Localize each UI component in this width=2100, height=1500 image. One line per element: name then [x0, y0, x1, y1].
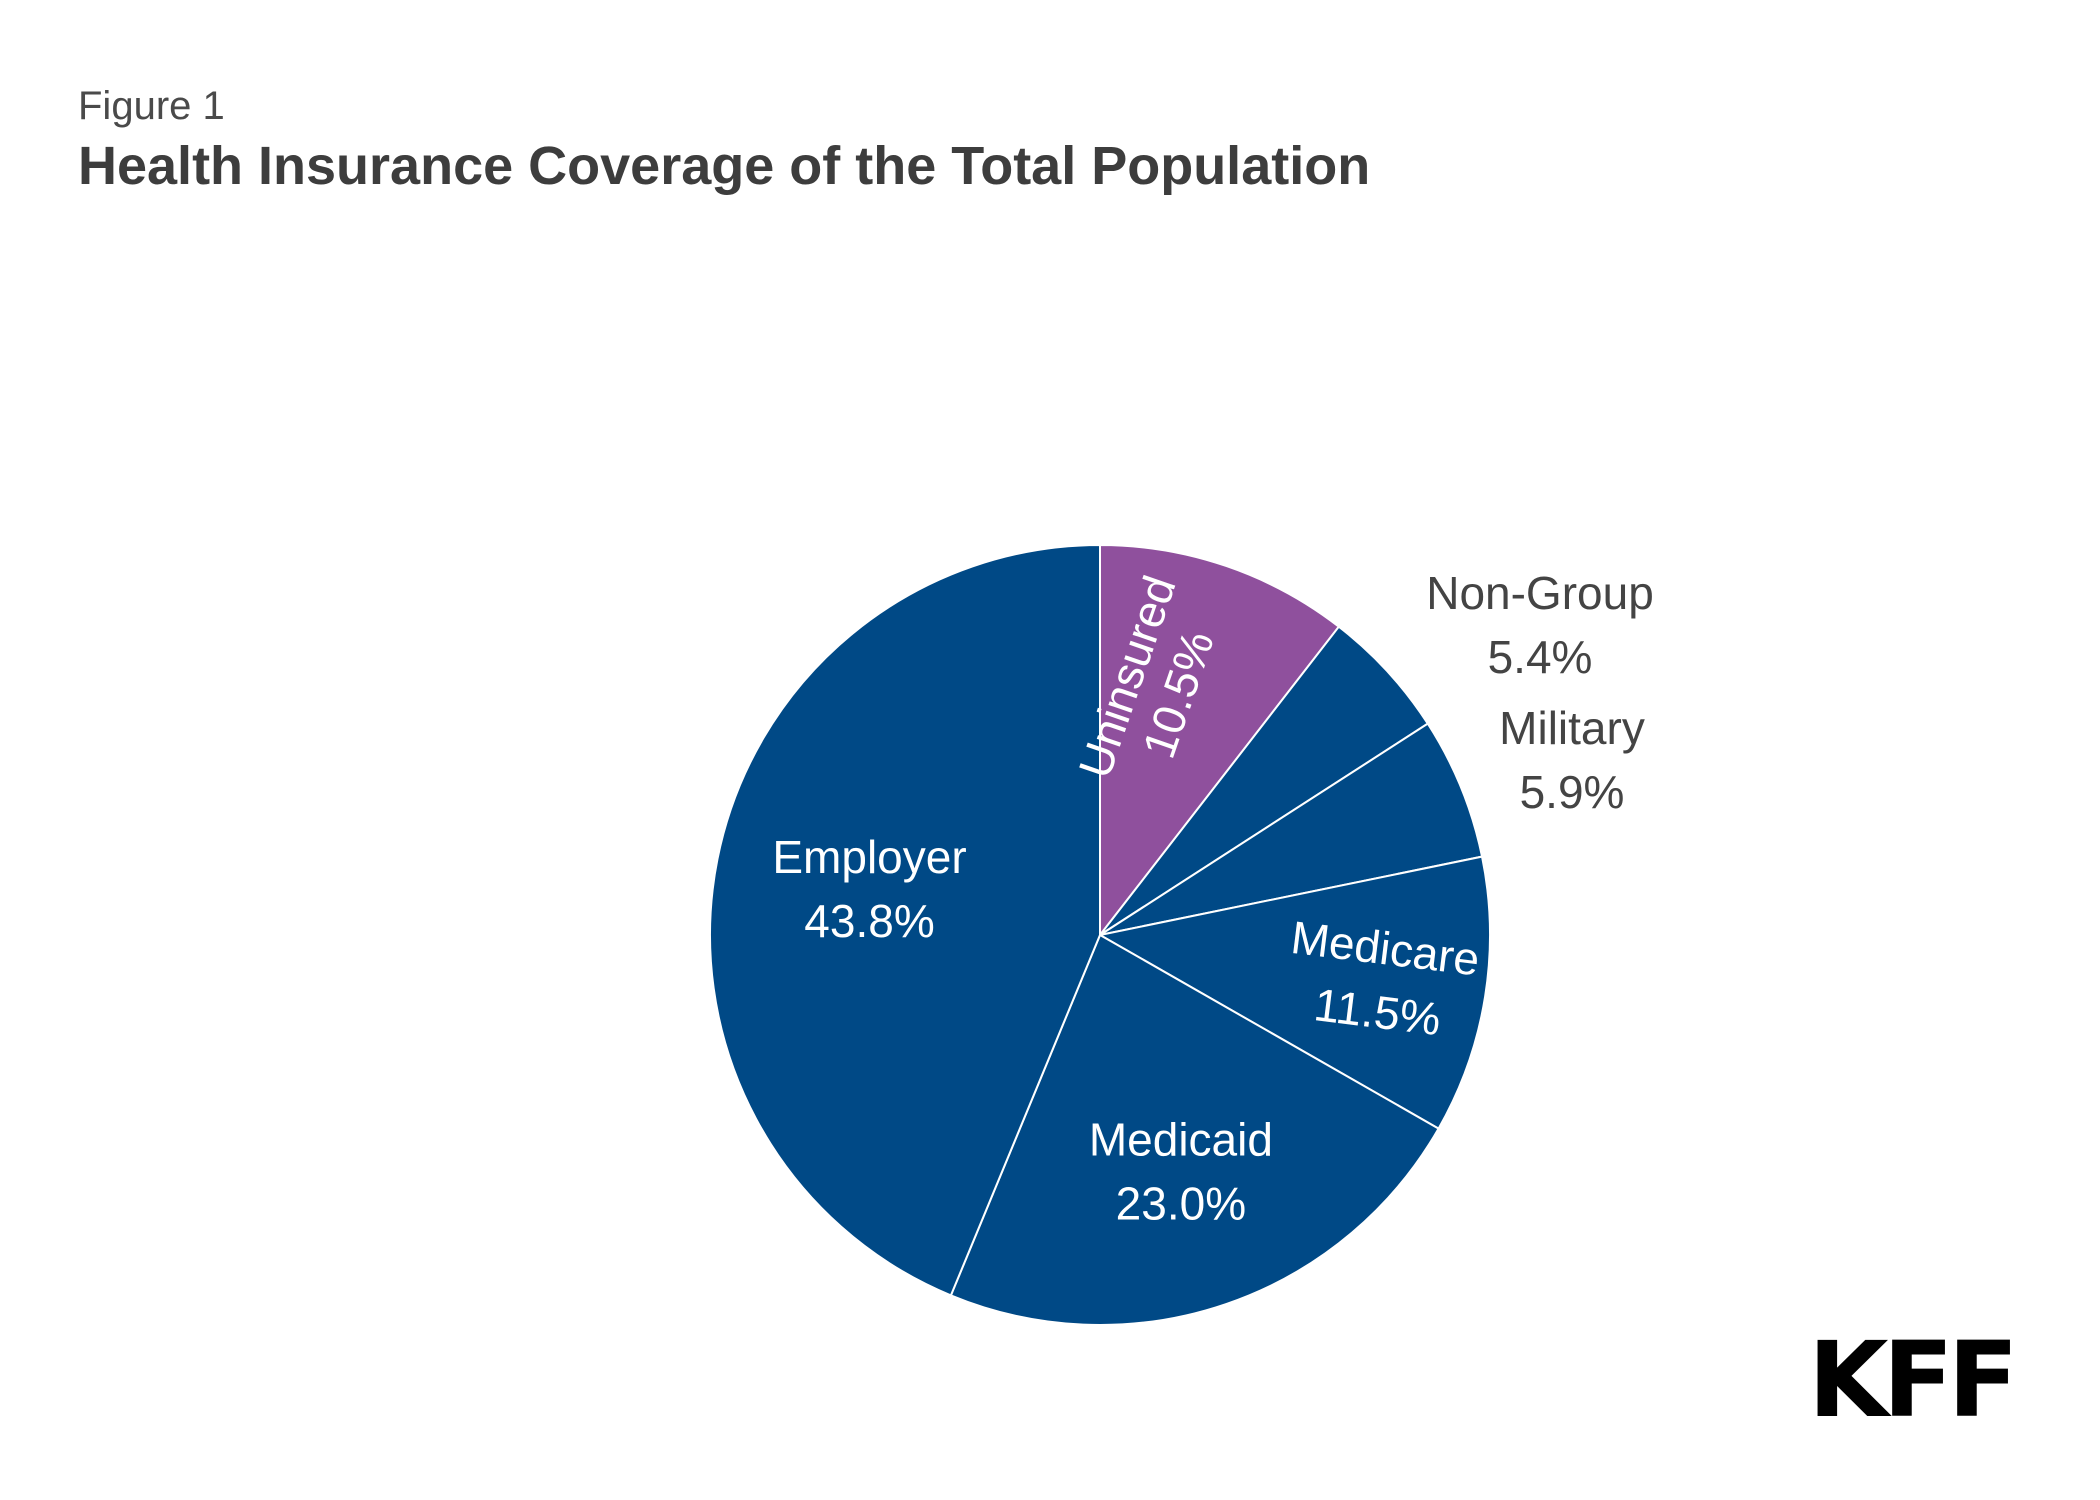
pie-slice-uninsured [1099, 543, 1341, 938]
slice-label-non-group: Non-Group 5.4% [1426, 567, 1654, 683]
slice-value-non-group: 5.4% [1488, 631, 1593, 683]
pie-slice-non-group [1099, 625, 1430, 936]
pie-slice-military [1099, 722, 1484, 936]
slice-name-non-group: Non-Group [1426, 567, 1654, 619]
slice-name-employer: Employer [772, 831, 966, 883]
slice-label-military: Military 5.9% [1499, 702, 1645, 818]
slice-name-medicaid: Medicaid [1089, 1114, 1273, 1166]
kff-logo: KFF [1808, 1319, 2019, 1441]
slice-name-military: Military [1499, 702, 1645, 754]
figure-label: Figure 1 [78, 84, 225, 128]
pie-slice-employer [709, 543, 1101, 1297]
slice-label-employer: Employer 43.8% [772, 831, 966, 947]
slice-value-employer: 43.8% [804, 895, 934, 947]
chart-title: Health Insurance Coverage of the Total P… [78, 136, 1371, 196]
slice-value-medicaid: 23.0% [1116, 1178, 1246, 1230]
slice-value-military: 5.9% [1520, 766, 1625, 818]
slice-label-medicaid: Medicaid 23.0% [1089, 1114, 1273, 1230]
pie-slice-medicaid [949, 933, 1440, 1326]
pie-slice-medicare [1097, 855, 1492, 1130]
